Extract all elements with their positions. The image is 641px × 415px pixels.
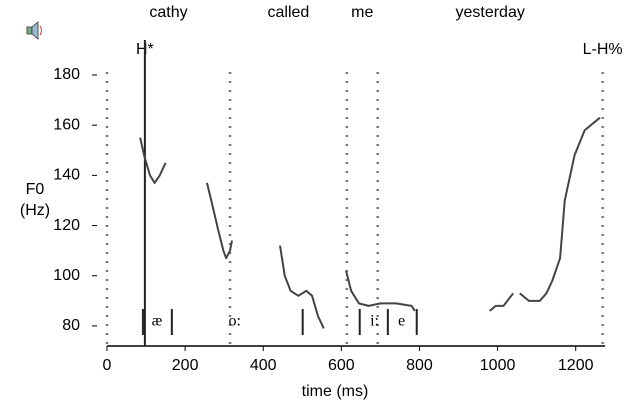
x-tick-label: 200	[172, 357, 199, 374]
y-tick-label: 180	[53, 66, 80, 83]
y-tick-label: 120	[53, 217, 80, 234]
phone-label: i:	[370, 313, 379, 330]
x-tick-label: 1000	[480, 357, 516, 374]
y-tick-label: 160	[53, 116, 80, 133]
x-tick-label: 0	[103, 357, 112, 374]
x-tick-label: 1200	[558, 357, 594, 374]
y-tick-label: 140	[53, 167, 80, 184]
speaker-icon[interactable]	[26, 21, 42, 40]
y-tick-label: 80	[62, 317, 80, 334]
word-label: yesterday	[455, 4, 524, 21]
x-tick-label: 600	[328, 357, 355, 374]
phone-label: o:	[228, 313, 240, 330]
x-tick-label: 400	[250, 357, 277, 374]
y-tick-label: 100	[53, 267, 80, 284]
x-tick-label: 800	[406, 357, 433, 374]
f0-contour	[139, 116, 601, 329]
tone-label: L-H%	[583, 41, 623, 58]
x-axis-label: time (ms)	[302, 383, 369, 400]
phone-label: e	[398, 313, 405, 330]
phone-label: æ	[152, 313, 163, 330]
word-label: cathy	[149, 4, 187, 21]
word-label: me	[351, 4, 373, 21]
word-label: called	[268, 4, 310, 21]
y-axis-label: (Hz)	[20, 202, 50, 219]
y-axis-label: F0	[26, 181, 45, 198]
